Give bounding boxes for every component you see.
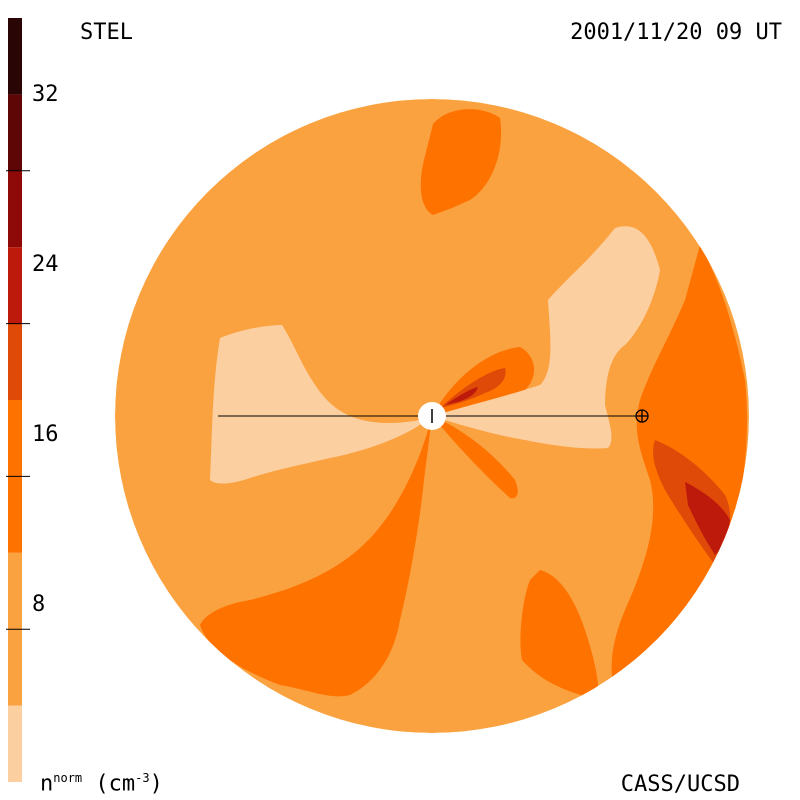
- colorbar-segment: [8, 705, 22, 782]
- density-region-central-core: [445, 387, 478, 405]
- colorbar-segment: [8, 170, 22, 248]
- colorbar-tick-label: 32: [32, 82, 59, 107]
- spacecraft-label: STEL: [80, 20, 133, 45]
- colorbar-segment: [8, 247, 22, 324]
- low-density-region-right: [432, 226, 660, 449]
- density-region-top: [420, 109, 502, 215]
- colorbar-segment: [8, 94, 22, 171]
- colorbar-tick-label: 16: [32, 422, 59, 447]
- colorbar-tick-label: 8: [32, 592, 46, 617]
- density-region-right-core: [685, 482, 730, 555]
- colorbar-tick-label: 24: [32, 252, 59, 277]
- density-region-lower-left: [200, 416, 432, 697]
- density-region-lower-wedge: [432, 416, 518, 499]
- earth-icon: [635, 409, 649, 423]
- units-label: nnorm (cm-3): [40, 771, 163, 797]
- colorbar-segment: [8, 323, 22, 400]
- credit-label: CASS/UCSD: [620, 772, 740, 797]
- timestamp: 2001/11/20 09 UT: [570, 20, 782, 45]
- colorbar-segment: [8, 18, 22, 95]
- sun-icon: [418, 402, 446, 430]
- density-region-lower-middle: [520, 570, 599, 700]
- low-density-region-left: [210, 325, 432, 484]
